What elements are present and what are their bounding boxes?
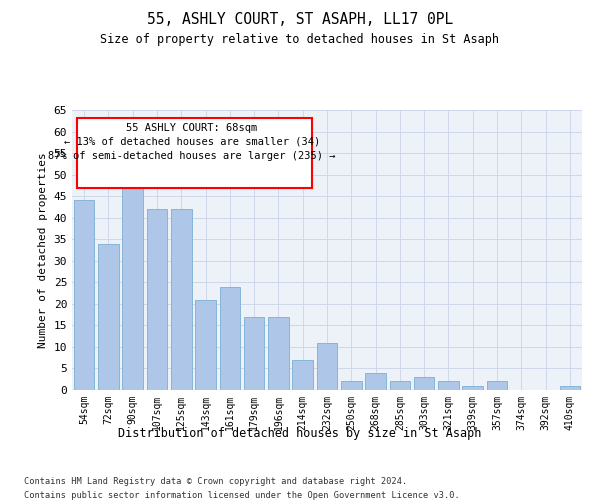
Bar (244, 317, 265, 390)
Text: 55 ASHLY COURT: 68sqm: 55 ASHLY COURT: 68sqm (126, 122, 257, 132)
FancyBboxPatch shape (77, 118, 312, 188)
Text: Contains public sector information licensed under the Open Government Licence v3: Contains public sector information licen… (24, 491, 460, 500)
Bar (146, 209, 167, 390)
Bar (122, 162, 143, 390)
Bar (341, 382, 362, 390)
Text: 87% of semi-detached houses are larger (235) →: 87% of semi-detached houses are larger (… (48, 150, 335, 160)
Bar (98, 244, 119, 390)
Text: 55, ASHLY COURT, ST ASAPH, LL17 0PL: 55, ASHLY COURT, ST ASAPH, LL17 0PL (147, 12, 453, 28)
Bar (220, 286, 240, 390)
Bar (74, 200, 94, 390)
Bar (171, 209, 191, 390)
Bar (268, 317, 289, 390)
Text: Size of property relative to detached houses in St Asaph: Size of property relative to detached ho… (101, 32, 499, 46)
Bar (292, 360, 313, 390)
Bar (389, 382, 410, 390)
Bar (463, 386, 483, 390)
Bar (365, 373, 386, 390)
Text: ← 13% of detached houses are smaller (34): ← 13% of detached houses are smaller (34… (64, 136, 320, 146)
Text: Distribution of detached houses by size in St Asaph: Distribution of detached houses by size … (118, 428, 482, 440)
Bar (414, 377, 434, 390)
Bar (438, 382, 459, 390)
Bar (317, 342, 337, 390)
Text: Contains HM Land Registry data © Crown copyright and database right 2024.: Contains HM Land Registry data © Crown c… (24, 478, 407, 486)
Bar (195, 300, 216, 390)
Bar (487, 382, 508, 390)
Y-axis label: Number of detached properties: Number of detached properties (38, 152, 48, 348)
Bar (560, 386, 580, 390)
